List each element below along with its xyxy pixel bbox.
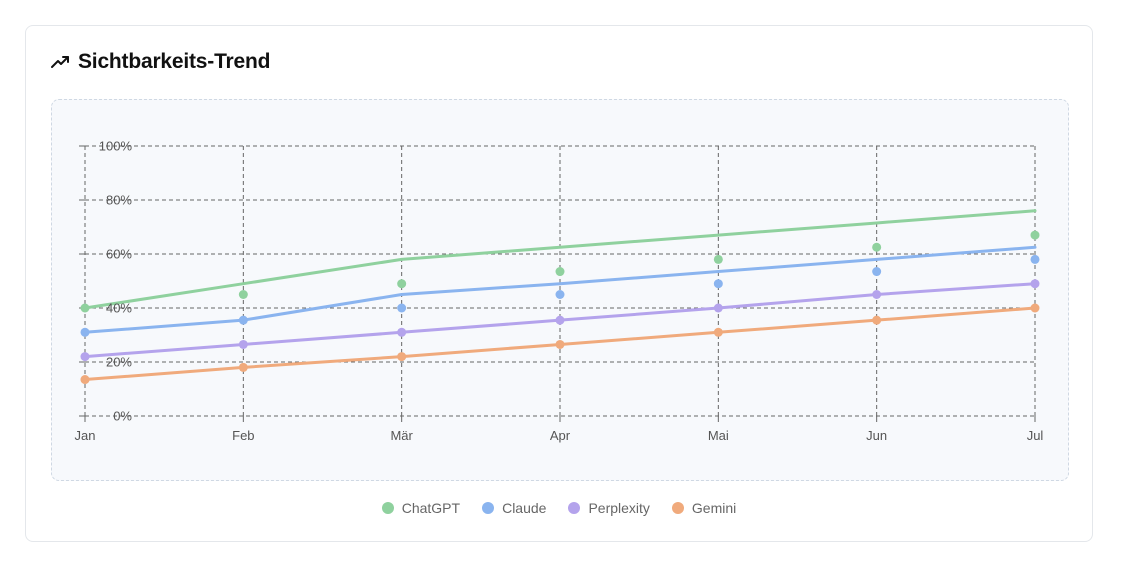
data-point-chatgpt[interactable] xyxy=(80,303,90,313)
data-point-gemini[interactable] xyxy=(555,339,565,349)
data-point-chatgpt[interactable] xyxy=(1030,230,1040,240)
y-tick-label: 20% xyxy=(106,355,132,370)
data-point-claude[interactable] xyxy=(238,315,248,325)
line-chart: 0% 20% 40% 60% 80% 100% Jan Feb Mär Apr Mai Jun Jul xyxy=(75,139,1044,444)
x-tick-label: Jan xyxy=(75,428,96,443)
data-point-perplexity[interactable] xyxy=(555,315,565,325)
x-tick-label: Jul xyxy=(1027,428,1044,443)
data-point-gemini[interactable] xyxy=(1030,303,1040,313)
legend-dot xyxy=(568,502,581,514)
legend-item-perplexity[interactable]: Perplexity xyxy=(568,500,650,516)
legend-label: ChatGPT xyxy=(401,500,461,516)
legend-item-gemini[interactable]: Gemini xyxy=(671,500,737,516)
card-header: Sichtbarkeits-Trend xyxy=(50,50,270,74)
y-tick-label: 0% xyxy=(113,409,132,424)
x-tick-label: Feb xyxy=(232,428,254,443)
y-tick-label: 80% xyxy=(106,193,132,208)
data-point-claude[interactable] xyxy=(555,290,565,299)
data-point-claude[interactable] xyxy=(80,327,90,337)
trending-up-icon xyxy=(50,52,70,72)
y-tick-label: 40% xyxy=(106,301,132,316)
data-point-claude[interactable] xyxy=(713,279,723,289)
x-tick-label: Mai xyxy=(708,428,729,443)
data-point-claude[interactable] xyxy=(397,303,407,313)
legend-label: Gemini xyxy=(691,500,737,516)
data-point-chatgpt[interactable] xyxy=(238,290,248,299)
legend-dot xyxy=(482,502,495,514)
data-point-perplexity[interactable] xyxy=(80,352,90,362)
x-tick-label: Apr xyxy=(550,428,571,443)
data-point-perplexity[interactable] xyxy=(238,339,248,349)
legend-dot xyxy=(671,502,684,514)
legend-item-chatgpt[interactable]: ChatGPT xyxy=(381,500,461,516)
chart-legend: ChatGPT Claude Perplexity Gemini xyxy=(26,500,1092,516)
x-tick-label: Jun xyxy=(866,428,887,443)
data-point-chatgpt[interactable] xyxy=(713,254,723,264)
y-tick-label: 100% xyxy=(99,139,133,154)
data-point-gemini[interactable] xyxy=(238,362,248,372)
legend-label: Perplexity xyxy=(588,500,650,516)
visibility-trend-card: Sichtbarkeits-Trend 0% 20% 40% 60% 80% 100% Ja… xyxy=(25,25,1093,542)
data-point-perplexity[interactable] xyxy=(713,303,723,313)
card-title: Sichtbarkeits-Trend xyxy=(78,50,271,73)
data-point-claude[interactable] xyxy=(872,267,882,277)
data-point-gemini[interactable] xyxy=(397,352,407,362)
data-point-chatgpt[interactable] xyxy=(872,242,882,252)
data-point-perplexity[interactable] xyxy=(872,290,882,299)
legend-dot xyxy=(381,502,394,514)
y-tick-label: 60% xyxy=(106,247,132,262)
data-point-gemini[interactable] xyxy=(713,327,723,337)
data-point-chatgpt[interactable] xyxy=(397,279,407,289)
data-point-perplexity[interactable] xyxy=(1030,279,1040,289)
data-point-claude[interactable] xyxy=(1030,254,1040,264)
data-point-gemini[interactable] xyxy=(872,315,882,325)
data-point-perplexity[interactable] xyxy=(397,327,407,337)
legend-item-claude[interactable]: Claude xyxy=(482,500,546,516)
data-point-chatgpt[interactable] xyxy=(555,267,565,277)
data-point-gemini[interactable] xyxy=(80,375,90,385)
legend-label: Claude xyxy=(502,500,547,516)
series-line-chatgpt xyxy=(83,209,1037,310)
x-tick-label: Mär xyxy=(390,428,413,443)
